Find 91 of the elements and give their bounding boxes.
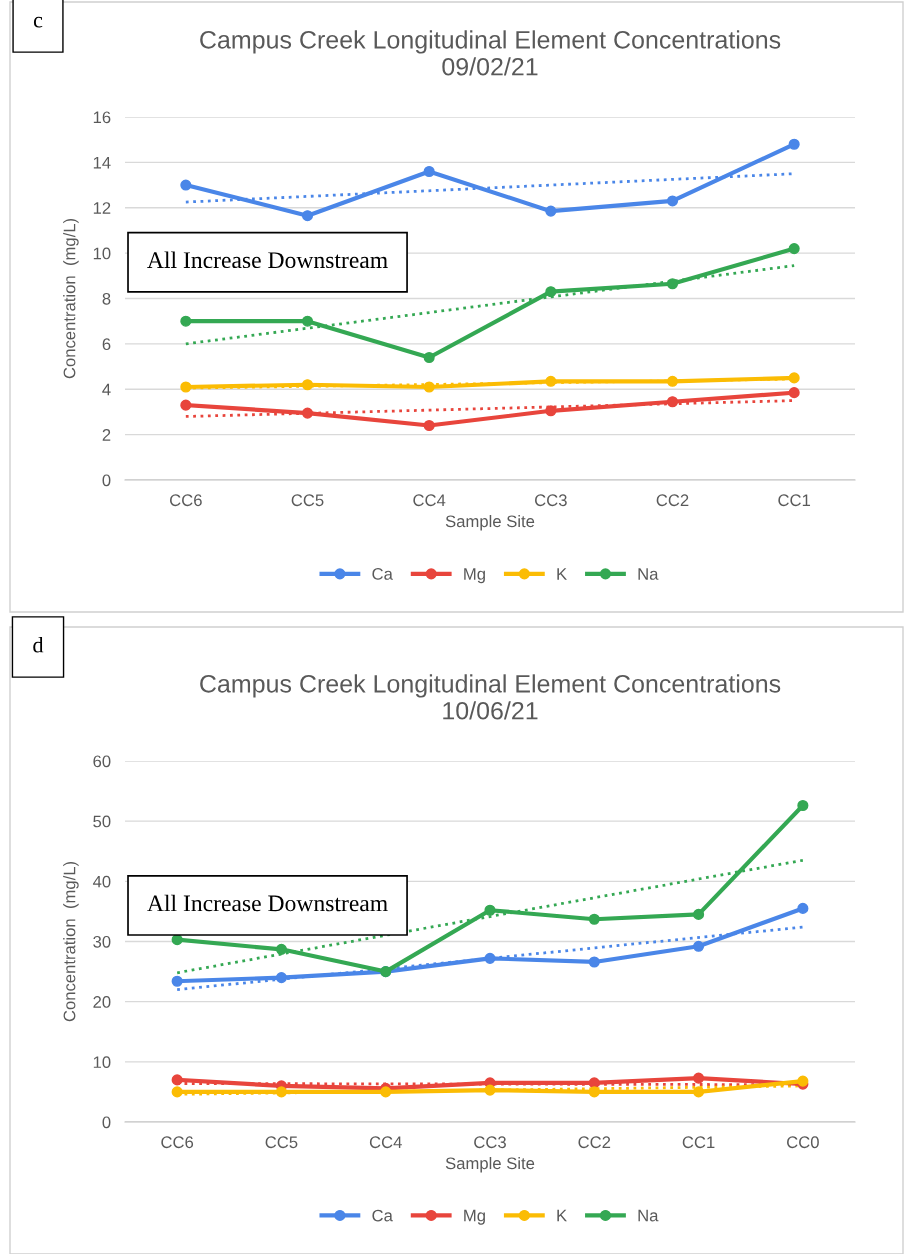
point <box>275 1086 287 1098</box>
point <box>171 1086 183 1098</box>
point <box>788 243 800 255</box>
point <box>545 205 557 217</box>
chart-title: Campus Creek Longitudinal Element Concentrations 09/02/21 <box>200 30 781 76</box>
x-tick-label: CC6 <box>170 494 202 507</box>
annotation: All Increase Downstream <box>147 251 388 269</box>
point <box>380 1086 392 1098</box>
point <box>666 396 679 408</box>
x-tick-label: CC4 <box>413 494 446 507</box>
y-tick-label: 0 <box>102 474 111 487</box>
y-tick-label: 14 <box>93 156 111 169</box>
point <box>301 407 314 419</box>
legend-label: Mg <box>464 568 485 584</box>
point <box>588 1086 600 1098</box>
y-axis-title: Concentration (mg/L) <box>63 218 79 379</box>
point <box>788 387 800 399</box>
legend-label: K <box>557 568 567 580</box>
point <box>484 952 496 964</box>
point <box>666 375 679 387</box>
x-tick-label: CC2 <box>578 1136 611 1149</box>
point <box>588 1077 600 1089</box>
x-tick-label: CC1 <box>682 1136 715 1149</box>
point <box>301 315 314 327</box>
y-tick-label: 8 <box>102 292 111 305</box>
y-tick-label: 10 <box>93 247 111 260</box>
x-axis-title: Sample Site <box>445 514 535 531</box>
point <box>545 375 557 387</box>
y-tick-label: 20 <box>93 996 111 1008</box>
point <box>180 381 192 393</box>
y-tick-label: 16 <box>93 111 111 124</box>
point <box>180 315 192 327</box>
legend-label: Na <box>638 1209 659 1222</box>
point <box>693 1072 705 1084</box>
y-tick-label: 40 <box>92 875 111 888</box>
point <box>693 908 705 920</box>
text: d <box>33 636 44 653</box>
x-tick-label: CC5 <box>265 1136 298 1149</box>
y-tick-label: 10 <box>93 1056 111 1069</box>
y-axis-title: Concentration (mg/L) <box>63 861 79 1022</box>
legend-label: K <box>557 1209 567 1222</box>
legend-label: Ca <box>372 1209 393 1222</box>
point <box>275 972 287 984</box>
point <box>797 902 809 914</box>
point <box>171 1074 183 1086</box>
x-tick-label: CC6 <box>161 1136 194 1149</box>
point <box>180 179 192 191</box>
y-tick-label: 2 <box>102 429 111 441</box>
point <box>301 379 314 391</box>
point <box>484 904 496 916</box>
point <box>180 399 192 411</box>
x-tick-label: CC3 <box>474 1136 506 1149</box>
y-tick-label: 4 <box>102 383 111 396</box>
x-tick-label: CC2 <box>656 494 689 507</box>
point <box>588 956 600 968</box>
point <box>301 210 314 222</box>
point <box>666 278 679 290</box>
x-axis-title: Sample Site <box>445 1156 535 1173</box>
point <box>423 165 435 178</box>
point <box>693 940 705 952</box>
point <box>797 799 809 812</box>
point <box>788 138 800 150</box>
y-tick-label: 12 <box>93 202 111 214</box>
point <box>666 195 679 207</box>
point <box>423 381 435 393</box>
x-tick-label: CC1 <box>778 494 811 507</box>
point <box>545 405 557 417</box>
y-tick-label: 6 <box>102 338 111 351</box>
y-tick-label: 0 <box>102 1116 111 1129</box>
x-tick-label: CC5 <box>291 494 324 507</box>
point <box>171 975 183 987</box>
y-tick-label: 30 <box>93 935 111 948</box>
point <box>545 286 557 298</box>
point <box>693 1086 705 1098</box>
x-tick-label: CC3 <box>535 494 567 507</box>
point <box>588 913 600 925</box>
point <box>423 351 435 364</box>
y-tick-label: 50 <box>93 815 111 828</box>
legend-label: Mg <box>464 1209 485 1225</box>
point <box>484 1084 496 1096</box>
y-tick-label: 60 <box>93 755 111 768</box>
legend-label: Ca <box>372 568 393 580</box>
x-tick-label: CC0 <box>787 1136 819 1149</box>
point <box>275 943 287 955</box>
annotation: All Increase Downstream <box>147 894 388 912</box>
point <box>423 419 435 432</box>
legend-label: Na <box>638 568 659 580</box>
x-tick-label: CC4 <box>369 1136 402 1149</box>
text: c <box>33 16 43 28</box>
point <box>788 372 800 384</box>
chart-title: Campus Creek Longitudinal Element Concentrations 10/06/21 <box>200 674 781 720</box>
